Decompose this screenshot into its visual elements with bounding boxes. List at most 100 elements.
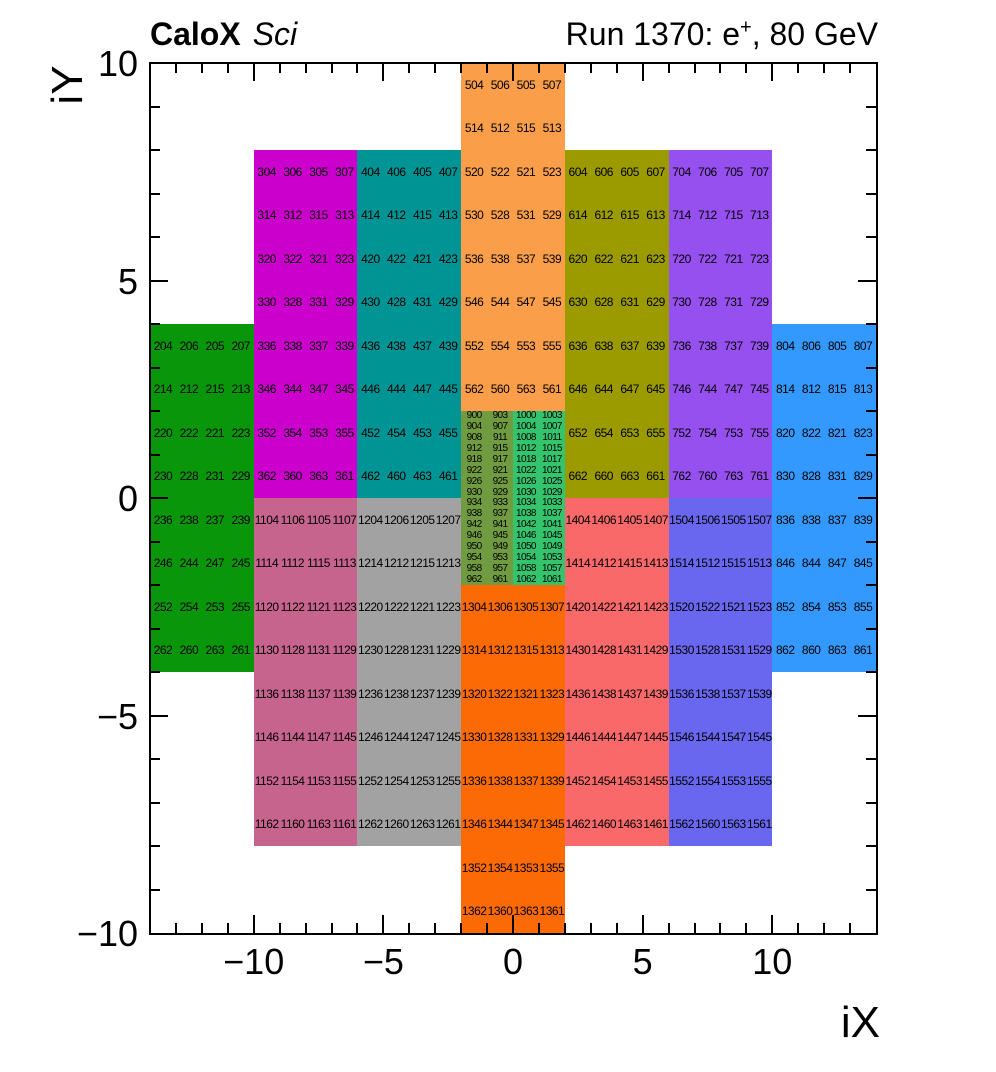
channel-label-1253: 1253 [409, 773, 435, 788]
channel-label-1521: 1521 [721, 599, 746, 614]
channel-label-844: 844 [801, 556, 821, 571]
channel-label-911: 911 [492, 432, 508, 444]
channel-label-1246: 1246 [358, 730, 383, 745]
channel-label-1012: 1012 [516, 443, 536, 455]
channel-label-304: 304 [257, 164, 276, 179]
channel-label-958: 958 [466, 562, 482, 574]
y-tick-right [858, 279, 876, 282]
y-tick-right [866, 105, 876, 108]
channel-label-655: 655 [646, 425, 665, 440]
x-tick-bottom [641, 915, 644, 933]
channel-label-730: 730 [672, 295, 691, 310]
channel-label-604: 604 [568, 164, 588, 179]
x-tick-top [252, 63, 255, 81]
channel-label-961: 961 [492, 573, 508, 585]
channel-label-406: 406 [387, 164, 406, 179]
channel-label-445: 445 [438, 382, 458, 397]
channel-row: 620 622 621 623 [565, 237, 669, 281]
channel-row: 1042 1041 [513, 520, 565, 531]
y-tick-left [150, 714, 168, 717]
channel-label-830: 830 [775, 469, 795, 484]
channel-label-521: 521 [516, 164, 536, 179]
y-tick-left [150, 323, 160, 325]
channel-label-263: 263 [205, 643, 225, 658]
channel-label-950: 950 [466, 540, 482, 552]
module-block-600: 604 606 605 607 614 612 615 613 620 622 621 623 630 6… [564, 150, 669, 498]
channel-row: 918 917 [461, 454, 513, 466]
channel-label-554: 554 [490, 338, 510, 353]
plot-title-brand: CaloX [150, 16, 241, 52]
channel-label-723: 723 [750, 251, 769, 266]
channel-row: 604 606 605 607 [565, 150, 669, 194]
channel-label-847: 847 [827, 556, 847, 571]
channel-label-754: 754 [698, 425, 717, 440]
channel-label-1239: 1239 [435, 686, 461, 701]
x-tick-top [745, 63, 748, 73]
x-tick-bottom [486, 923, 489, 933]
x-tick-top [823, 63, 826, 73]
channel-label-407: 407 [438, 164, 458, 179]
channel-label-615: 615 [620, 208, 639, 223]
channel-row: 1204 1206 1205 1207 [357, 498, 461, 542]
channel-row: 314 312 315 313 [254, 194, 358, 238]
channel-label-346: 346 [257, 382, 276, 397]
channel-label-436: 436 [361, 338, 380, 353]
x-tick-top [174, 63, 177, 73]
channel-label-1122: 1122 [280, 599, 305, 614]
channel-label-612: 612 [594, 208, 613, 223]
channel-label-1042: 1042 [516, 519, 536, 531]
y-tick-label-5: 5 [117, 260, 138, 302]
channel-row: 804 806 805 807 [772, 324, 876, 368]
channel-label-531: 531 [516, 208, 536, 223]
channel-label-1228: 1228 [383, 643, 409, 658]
channel-row: 636 638 637 639 [565, 324, 669, 368]
channel-row: 704 706 705 707 [669, 150, 773, 194]
x-tick-top [797, 63, 800, 73]
channel-label-504: 504 [464, 77, 484, 92]
channel-label-461: 461 [438, 469, 458, 484]
channel-label-520: 520 [464, 164, 484, 179]
channel-label-528: 528 [490, 208, 510, 223]
channel-label-423: 423 [438, 251, 458, 266]
channel-label-1362: 1362 [461, 904, 487, 919]
channel-label-1033: 1033 [541, 497, 562, 509]
channel-label-513: 513 [542, 121, 562, 136]
channel-row: 462 460 463 461 [357, 455, 461, 499]
channel-label-753: 753 [724, 425, 743, 440]
channel-label-930: 930 [466, 486, 482, 498]
channel-label-761: 761 [750, 469, 769, 484]
channel-row: 746 744 747 745 [669, 368, 773, 412]
channel-label-1412: 1412 [591, 556, 617, 571]
channel-label-1562: 1562 [669, 817, 694, 832]
channel-row: 452 454 453 455 [357, 411, 461, 455]
channel-label-452: 452 [361, 425, 380, 440]
y-tick-left [150, 149, 160, 151]
y-tick-right [866, 801, 876, 804]
channel-label-1131: 1131 [306, 643, 331, 658]
channel-label-1262: 1262 [358, 817, 383, 832]
channel-label-1321: 1321 [513, 686, 539, 701]
channel-label-1553: 1553 [721, 773, 746, 788]
channel-label-720: 720 [672, 251, 691, 266]
x-tick-label-10: 10 [752, 941, 793, 982]
channel-label-1507: 1507 [746, 512, 772, 527]
channel-row: 552 554 553 555 [461, 324, 565, 368]
channel-label-1104: 1104 [254, 512, 279, 527]
channel-row: 846 844 847 845 [772, 542, 876, 586]
channel-label-1454: 1454 [591, 773, 617, 788]
channel-label-1531: 1531 [721, 643, 746, 658]
channel-label-1237: 1237 [409, 686, 435, 701]
channel-label-362: 362 [257, 469, 276, 484]
channel-label-1230: 1230 [358, 643, 383, 658]
channel-label-420: 420 [361, 251, 380, 266]
x-tick-bottom [434, 923, 437, 933]
channel-label-1415: 1415 [617, 556, 642, 571]
channel-row: 862 860 863 861 [772, 629, 876, 673]
run-info-energy: , 80 GeV [751, 16, 878, 52]
channel-label-957: 957 [492, 562, 508, 574]
channel-label-1029: 1029 [541, 486, 562, 498]
y-tick-left [150, 758, 160, 760]
channel-label-1147: 1147 [306, 730, 331, 745]
channel-label-1413: 1413 [643, 556, 668, 571]
channel-label-1041: 1041 [541, 519, 562, 531]
